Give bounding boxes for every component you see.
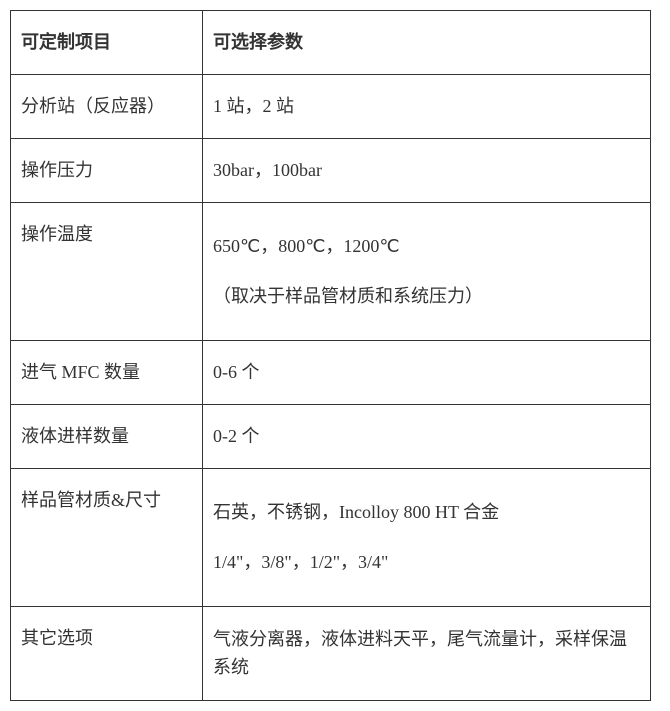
item-cell: 液体进样数量 bbox=[11, 404, 203, 468]
table-row: 样品管材质&尺寸 石英，不锈钢，Incolloy 800 HT 合金 1/4"，… bbox=[11, 468, 651, 606]
param-cell: 0-2 个 bbox=[203, 404, 651, 468]
header-param: 可选择参数 bbox=[203, 11, 651, 75]
param-cell: 1 站，2 站 bbox=[203, 75, 651, 139]
table-row: 其它选项 气液分离器，液体进料天平，尾气流量计，采样保温系统 bbox=[11, 606, 651, 701]
table-row: 操作温度 650℃，800℃，1200℃ （取决于样品管材质和系统压力） bbox=[11, 203, 651, 341]
param-cell: 0-6 个 bbox=[203, 340, 651, 404]
spec-table: 可定制项目 可选择参数 分析站（反应器） 1 站，2 站 操作压力 30bar，… bbox=[10, 10, 651, 701]
item-cell: 其它选项 bbox=[11, 606, 203, 701]
table-row: 操作压力 30bar，100bar bbox=[11, 139, 651, 203]
table-row: 液体进样数量 0-2 个 bbox=[11, 404, 651, 468]
item-cell: 样品管材质&尺寸 bbox=[11, 468, 203, 606]
item-cell: 操作压力 bbox=[11, 139, 203, 203]
param-line: 650℃，800℃，1200℃ bbox=[213, 221, 640, 271]
param-cell: 30bar，100bar bbox=[203, 139, 651, 203]
param-line: （取决于样品管材质和系统压力） bbox=[213, 271, 640, 321]
header-item: 可定制项目 bbox=[11, 11, 203, 75]
table-row: 分析站（反应器） 1 站，2 站 bbox=[11, 75, 651, 139]
item-cell: 操作温度 bbox=[11, 203, 203, 341]
param-line: 石英，不锈钢，Incolloy 800 HT 合金 bbox=[213, 487, 640, 537]
param-cell: 石英，不锈钢，Incolloy 800 HT 合金 1/4"，3/8"，1/2"… bbox=[203, 468, 651, 606]
item-cell: 进气 MFC 数量 bbox=[11, 340, 203, 404]
param-cell: 650℃，800℃，1200℃ （取决于样品管材质和系统压力） bbox=[203, 203, 651, 341]
item-cell: 分析站（反应器） bbox=[11, 75, 203, 139]
table-header-row: 可定制项目 可选择参数 bbox=[11, 11, 651, 75]
table-row: 进气 MFC 数量 0-6 个 bbox=[11, 340, 651, 404]
param-cell: 气液分离器，液体进料天平，尾气流量计，采样保温系统 bbox=[203, 606, 651, 701]
param-line: 1/4"，3/8"，1/2"，3/4" bbox=[213, 537, 640, 587]
